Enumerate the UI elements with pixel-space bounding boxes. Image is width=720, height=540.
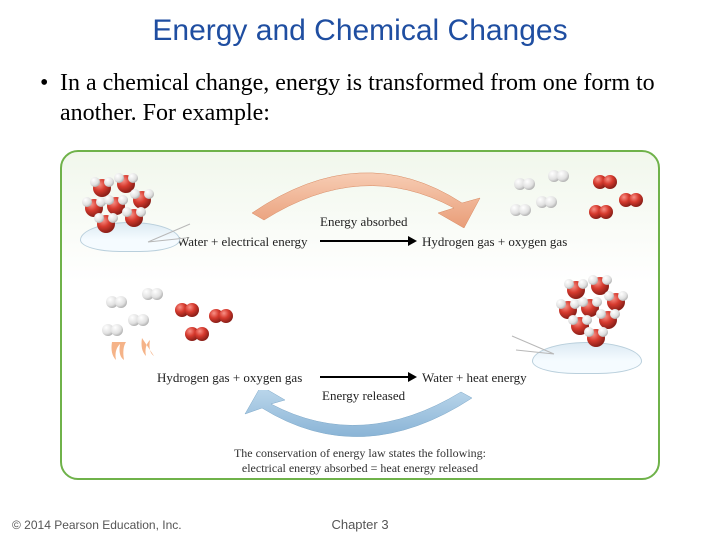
slide-title: Energy and Chemical Changes [0, 0, 720, 48]
eq1-arrow-line [320, 240, 410, 242]
footer-chapter: Chapter 3 [0, 517, 720, 532]
eq2-left: Hydrogen gas + oxygen gas [157, 370, 302, 386]
callout-top [146, 220, 196, 250]
eq2-arrow-line [320, 376, 410, 378]
eq1-arrow-head [408, 236, 417, 246]
eq1-right: Hydrogen gas + oxygen gas [422, 234, 567, 250]
figure-container: Energy absorbed Water + electrical energ… [60, 150, 660, 480]
callout-right [510, 332, 560, 362]
gas-molecules-top [502, 166, 652, 236]
caption-line1: The conservation of energy law states th… [234, 446, 486, 460]
bullet-region: In a chemical change, energy is transfor… [0, 48, 720, 128]
bullet-text: In a chemical change, energy is transfor… [40, 68, 692, 128]
gas-molecules-mid [92, 280, 242, 370]
caption-line2: electrical energy absorbed = heat energy… [242, 461, 478, 475]
eq2-right: Water + heat energy [422, 370, 527, 386]
figure-caption: The conservation of energy law states th… [62, 446, 658, 476]
energy-released-arrow [227, 390, 497, 452]
eq1-left: Water + electrical energy [177, 234, 308, 250]
eq1-label: Energy absorbed [320, 214, 407, 230]
eq2-arrow-head [408, 372, 417, 382]
